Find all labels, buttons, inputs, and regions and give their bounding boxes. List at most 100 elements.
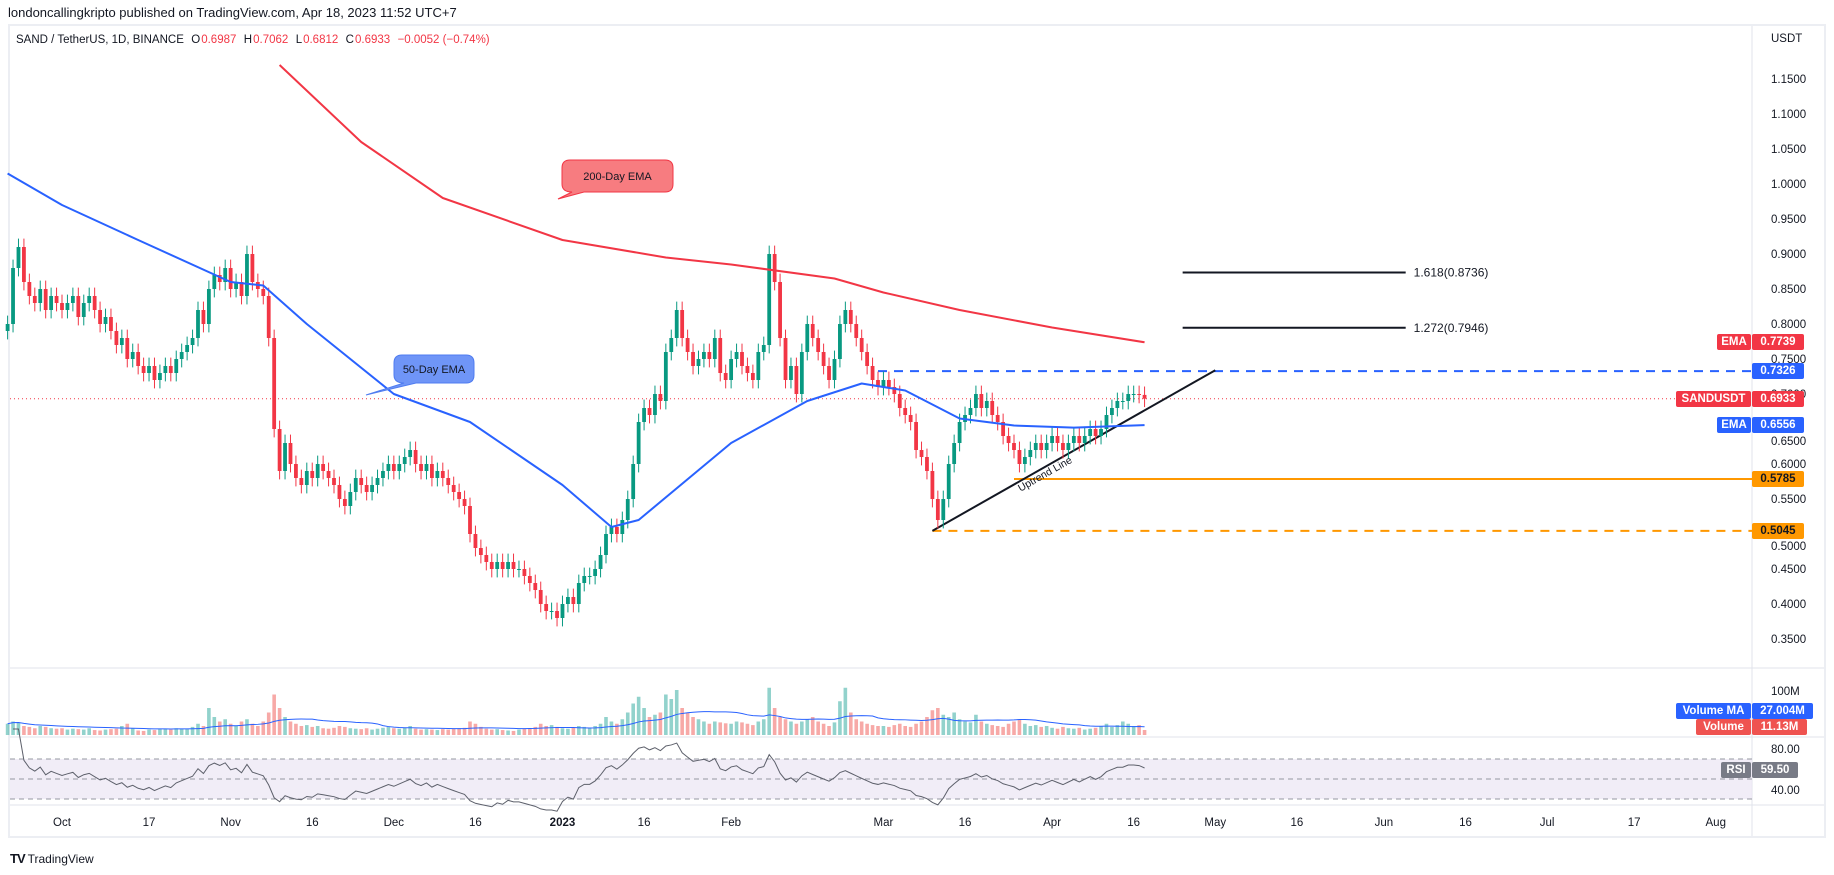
candle-body xyxy=(397,464,402,471)
volume-bar xyxy=(228,723,233,735)
candle-body xyxy=(957,422,962,443)
volume-bar xyxy=(533,726,538,735)
candle-body xyxy=(1055,436,1060,443)
candle-body xyxy=(1115,401,1120,408)
chart-frame xyxy=(8,24,1826,838)
volume-bar xyxy=(642,708,646,735)
candle-body xyxy=(876,380,880,387)
x-tick-label: 16 xyxy=(1290,817,1303,829)
candle xyxy=(886,371,891,396)
volume-bar xyxy=(141,730,146,735)
candle xyxy=(604,525,608,564)
x-tick-label: Apr xyxy=(1043,817,1061,829)
volume-bar xyxy=(876,726,880,735)
candle-body xyxy=(854,324,859,338)
candle-body xyxy=(816,338,821,352)
candle-body xyxy=(843,310,848,324)
candle-body xyxy=(712,338,717,359)
candle-body xyxy=(87,296,92,303)
candle-body xyxy=(92,296,97,310)
x-tick-label: 2023 xyxy=(550,817,576,829)
volume-bar xyxy=(843,687,848,735)
volume-bar xyxy=(81,729,86,735)
candle xyxy=(636,413,641,473)
candle xyxy=(984,392,989,417)
candle xyxy=(212,266,217,298)
symbol-title[interactable]: SAND / TetherUS, 1D, BINANCE xyxy=(16,34,184,46)
candle-body xyxy=(435,471,440,478)
y-tick-label: 0.6000 xyxy=(1771,459,1806,471)
volume-bar xyxy=(963,721,967,735)
candle xyxy=(1066,434,1071,459)
candle-body xyxy=(206,289,211,324)
volume-bar xyxy=(223,719,227,735)
candle xyxy=(315,455,320,487)
candle xyxy=(413,441,418,473)
candle-body xyxy=(22,247,26,282)
volume-bar xyxy=(696,719,701,735)
candle xyxy=(669,329,674,361)
candle xyxy=(772,245,777,291)
currency-label: USDT xyxy=(1771,33,1803,45)
volume-bar xyxy=(462,727,467,735)
volume-bar xyxy=(870,725,875,735)
candle-body xyxy=(549,611,554,612)
volume-bar xyxy=(343,726,347,735)
candle-body xyxy=(870,366,875,380)
candle-body xyxy=(1061,443,1065,450)
candle xyxy=(1061,434,1065,459)
candle xyxy=(114,322,119,354)
volume-ma-tag-name: Volume MA xyxy=(1676,703,1751,719)
candle-body xyxy=(794,366,799,394)
rsi-tag-value: 59.50 xyxy=(1752,762,1798,778)
volume-bar xyxy=(800,721,804,735)
tradingview-logo[interactable]: TV TradingView xyxy=(10,851,94,866)
volume-bar xyxy=(1066,728,1071,735)
volume-bar xyxy=(979,721,984,735)
volume-bar xyxy=(234,726,238,735)
volume-bar xyxy=(604,717,608,735)
ema50-callout: 50-Day EMA xyxy=(365,354,475,396)
support-2-tag: 0.5045 xyxy=(1752,522,1804,539)
candle-body xyxy=(261,289,266,296)
candle-body xyxy=(250,254,255,282)
candle xyxy=(16,238,21,277)
candle-body xyxy=(832,359,837,380)
candle-body xyxy=(413,450,418,464)
candle-body xyxy=(810,324,815,338)
high-value: 0.7062 xyxy=(253,34,289,46)
volume-bar xyxy=(718,722,723,735)
candle xyxy=(952,434,957,473)
volume-bar xyxy=(1044,726,1049,735)
candle xyxy=(1093,420,1098,445)
volume-bar xyxy=(647,717,652,735)
volume-bar xyxy=(207,708,211,735)
x-tick-label: May xyxy=(1204,817,1226,829)
volume-bar xyxy=(250,723,255,735)
tradingview-logo-icon: TV xyxy=(10,851,26,866)
volume-bar xyxy=(185,729,189,735)
candle-body xyxy=(533,583,538,590)
candle-body xyxy=(359,478,364,485)
volume-bar xyxy=(903,726,907,735)
y-tick-label: 1.0000 xyxy=(1771,179,1806,191)
candle xyxy=(299,469,304,494)
volume-bar xyxy=(413,728,418,735)
candle xyxy=(838,315,842,368)
candle xyxy=(239,273,244,305)
candle-body xyxy=(952,443,957,464)
candle xyxy=(1142,386,1147,408)
volume-bar xyxy=(54,728,59,735)
candle xyxy=(598,546,603,578)
volume-bar xyxy=(353,728,358,735)
candle xyxy=(897,385,902,417)
candle xyxy=(712,329,717,368)
candle-body xyxy=(886,380,891,387)
candle xyxy=(1039,434,1044,459)
volume-bar xyxy=(33,728,37,735)
candle-body xyxy=(136,352,141,366)
candle xyxy=(223,259,228,291)
candle-body xyxy=(560,604,565,618)
candle-body xyxy=(881,380,886,387)
